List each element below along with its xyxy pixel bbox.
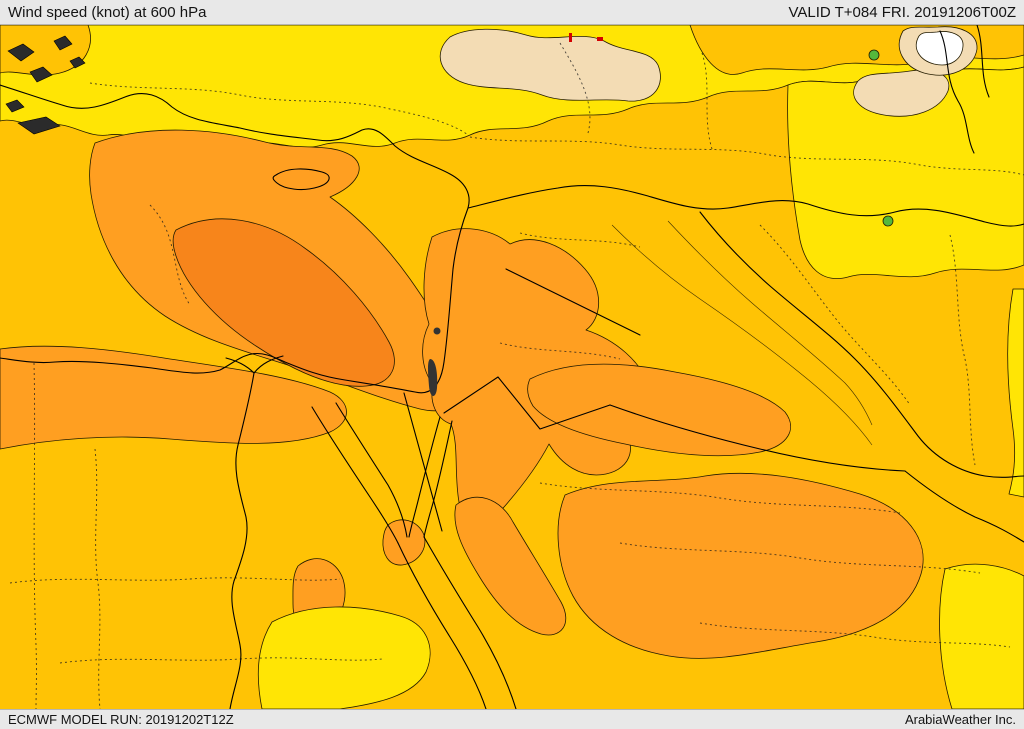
gulf-of-suez-west [311,406,399,544]
red-sea-west-coast [397,542,487,709]
model-run-label: ECMWF MODEL RUN: 20191202T12Z [8,712,234,727]
white-contour-region [915,31,964,66]
jordan-saudi-border [443,376,611,430]
aegean-islands [5,35,86,135]
gulf-of-aqaba-west [408,416,441,538]
green-spot-1 [868,49,880,61]
islands-and-lakes [5,35,441,397]
nile-delta-west [225,357,255,374]
contour-topleft-amber [0,25,91,76]
euphrates-river [611,224,873,446]
red-mark-1 [569,33,572,42]
rivers [611,220,873,446]
contour-orange-egypt-coast [0,345,347,450]
brand-label: ArabiaWeather Inc. [904,712,1016,727]
contour-orange-southeast-blob [557,472,924,659]
contour-cream-right [853,69,950,117]
map-area [0,25,1024,709]
red-sea-east-coast [423,536,517,709]
iraq-saudi-border [609,404,906,472]
contour-orange-aqaba-small [382,519,426,566]
egypt-israel-border [403,392,443,532]
nile-delta-east [253,355,284,374]
weather-map-svg [0,25,1024,709]
footer-bar: ECMWF MODEL RUN: 20191202T12Z ArabiaWeat… [0,709,1024,729]
contour-orange-redsea-strip [454,496,567,636]
persian-gulf-coast [904,470,1024,543]
contour-dark-orange-core [172,218,395,387]
mediterranean-coastline [0,84,470,394]
wind-speed-contour-fills [0,25,1024,709]
gulf-of-aqaba-east [423,420,453,538]
nile-river [229,372,255,709]
admin-boundaries [9,42,1024,709]
sea-of-galilee-lake [433,327,441,335]
contour-orange-east-band [527,363,791,457]
contour-yellow-right-edge [1007,288,1024,498]
red-mark-2 [597,37,603,41]
cyprus-island [272,168,330,191]
map-title: Wind speed (knot) at 600 hPa [8,3,207,21]
green-spot-2 [882,215,894,227]
coastlines-and-borders [0,25,1024,709]
header-bar: Wind speed (knot) at 600 hPa VALID T+084… [0,0,1024,25]
syria-iraq-border [505,268,641,336]
contour-yellow-bottom-center [258,606,431,709]
valid-time-label: VALID T+084 FRI. 20191206T00Z [788,3,1017,21]
dead-sea-lake [428,359,438,397]
gulf-of-suez-east [335,402,408,538]
tigris-river [667,220,873,426]
caucasus-border-1 [939,30,975,154]
iran-border [699,211,1024,478]
turkey-south-border [467,185,1024,227]
contour-yellow-bottom-right [939,563,1024,709]
caucasus-border-2 [976,25,990,98]
contour-cream-center [439,28,661,102]
